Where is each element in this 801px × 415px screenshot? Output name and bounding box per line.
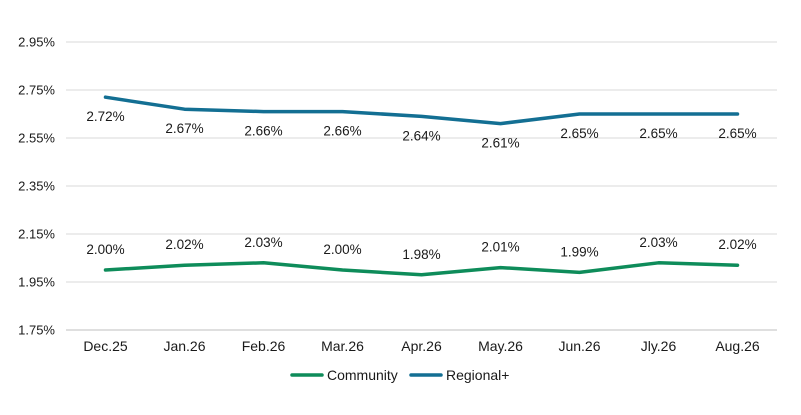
data-label: 2.03% [244, 235, 282, 250]
legend: Community Regional+ [290, 367, 509, 383]
x-tick-label: Jun.26 [558, 338, 600, 354]
x-tick-label: Feb.26 [242, 338, 286, 354]
y-tick-label: 1.75% [18, 323, 55, 338]
y-tick-label: 2.75% [18, 83, 55, 98]
data-label: 2.61% [481, 136, 519, 151]
series-line-regional [103, 95, 740, 126]
data-label: 2.65% [718, 126, 756, 141]
data-label: 2.64% [402, 128, 440, 143]
series-line-community [103, 261, 740, 277]
x-tick-label: Apr.26 [401, 338, 442, 354]
data-label: 2.65% [560, 126, 598, 141]
data-label: 2.01% [481, 240, 519, 255]
data-label: 2.02% [718, 237, 756, 252]
x-tick-label: May.26 [478, 338, 523, 354]
legend-label: Community [327, 367, 398, 383]
y-tick-label: 2.95% [18, 35, 55, 50]
data-label: 2.00% [323, 242, 361, 257]
legend-label: Regional+ [446, 367, 509, 383]
x-tick-label: Jan.26 [163, 338, 205, 354]
y-axis-ticks: 1.75% 1.95% 2.15% 2.35% 2.55% 2.75% 2.95% [18, 35, 55, 338]
x-axis-ticks: Dec.25 Jan.26 Feb.26 Mar.26 Apr.26 May.26 Jun.… [83, 338, 760, 354]
data-label: 2.02% [165, 237, 203, 252]
gridlines [66, 41, 777, 331]
data-label: 2.66% [323, 124, 361, 139]
y-tick-label: 2.15% [18, 227, 55, 242]
x-tick-label: Jly.26 [641, 338, 677, 354]
series-lines [103, 95, 740, 277]
y-tick-label: 1.95% [18, 275, 55, 290]
data-label: 2.65% [639, 126, 677, 141]
data-label: 1.99% [560, 244, 598, 259]
data-label: 2.03% [639, 235, 677, 250]
x-tick-label: Dec.25 [83, 338, 128, 354]
y-tick-label: 2.55% [18, 131, 55, 146]
y-tick-label: 2.35% [18, 179, 55, 194]
data-label: 1.98% [402, 247, 440, 262]
x-tick-label: Aug.26 [715, 338, 760, 354]
x-tick-label: Mar.26 [321, 338, 364, 354]
data-label: 2.00% [86, 242, 124, 257]
data-label: 2.67% [165, 121, 203, 136]
data-label: 2.66% [244, 124, 282, 139]
data-labels: 2.00% 2.02% 2.03% 2.00% 1.98% 2.01% 1.99% 2.03%… [86, 109, 756, 262]
data-label: 2.72% [86, 109, 124, 124]
